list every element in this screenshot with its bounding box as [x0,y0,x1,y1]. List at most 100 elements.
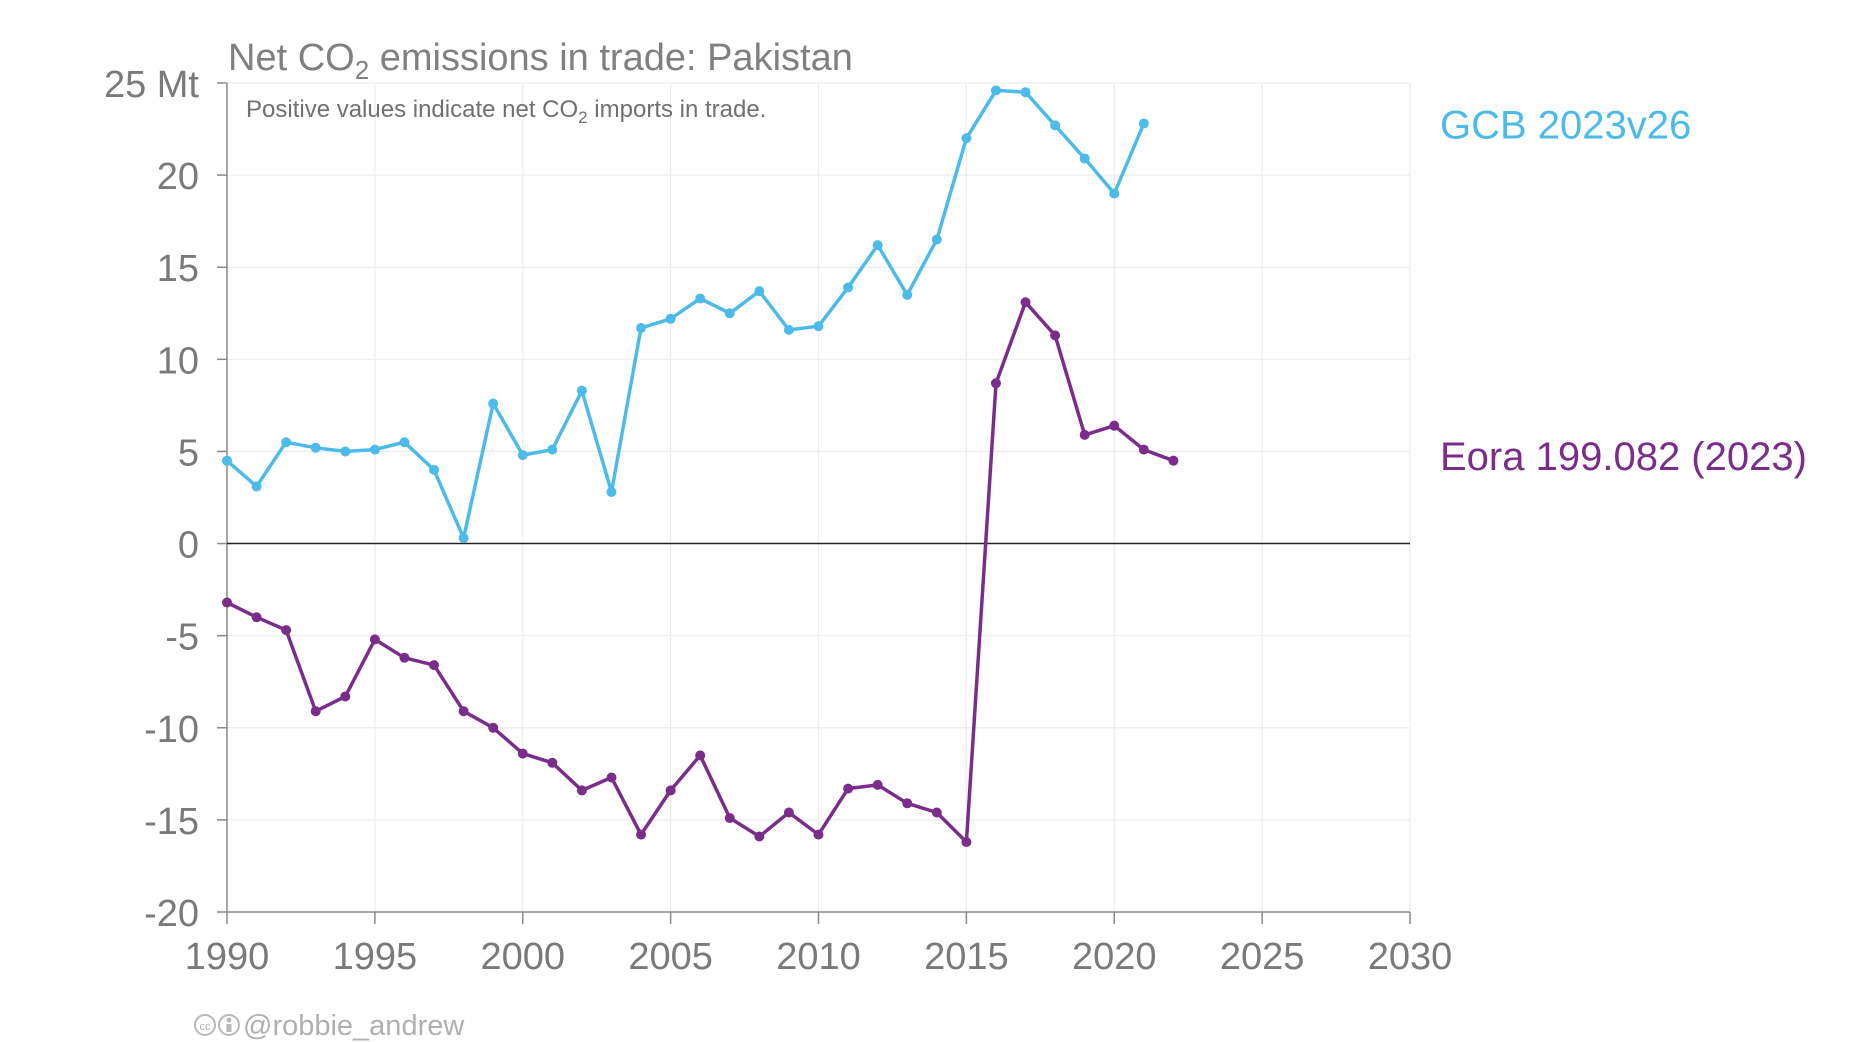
x-tick-label: 2015 [924,936,1009,978]
data-point [783,324,794,335]
data-point [1050,120,1061,131]
data-point [1138,444,1149,455]
data-point [429,464,440,475]
x-tick-label: 2000 [480,936,565,978]
data-point [340,691,351,702]
data-point [458,533,469,544]
chart-title: Net CO2 emissions in trade: Pakistan [228,37,853,85]
data-point [517,748,528,759]
x-tick-label: 1995 [333,936,418,978]
data-point [1109,420,1120,431]
x-tick-label: 2025 [1220,936,1305,978]
data-point [931,234,942,245]
data-point [872,779,883,790]
data-point [369,444,380,455]
attribution-icon-head [226,1017,232,1023]
data-point [783,807,794,818]
y-tick-label: -10 [144,709,199,751]
data-point [1138,118,1149,129]
data-point [429,660,440,671]
data-point [340,446,351,457]
credit-text: @robbie_andrew [243,1010,465,1042]
chart-subtitle: Positive values indicate net CO2 imports… [246,96,766,127]
series-label: GCB 2023v26 [1440,103,1691,147]
data-point [1020,297,1031,308]
attribution-icon-body [226,1024,232,1032]
y-tick-label: 5 [178,432,199,474]
data-point [695,750,706,761]
data-point [1050,330,1061,341]
data-point [665,313,676,324]
data-point [1168,455,1179,466]
y-tick-label: 25 Mt [104,64,199,106]
data-point [369,634,380,645]
cc-icon [194,1014,216,1036]
data-point [488,398,499,409]
series-1 [222,297,1179,847]
data-point [636,829,647,840]
data-point [961,133,972,144]
data-point [576,385,587,396]
data-point [724,813,735,824]
data-point [843,282,854,293]
y-tick-label: -20 [144,893,199,935]
y-tick-label: -5 [165,617,199,659]
data-point [517,450,528,461]
series-label: Eora 199.082 (2023) [1440,435,1807,479]
axes [217,82,1411,924]
data-point [843,783,854,794]
y-tick-label: 0 [178,525,199,567]
data-point [813,829,824,840]
data-point [931,807,942,818]
data-point [399,437,410,448]
data-point [606,772,617,783]
data-point [251,612,262,623]
data-point [399,652,410,663]
data-point [961,836,972,847]
data-point [251,481,262,492]
data-point [576,785,587,796]
data-point [813,321,824,332]
attribution-icon [218,1014,240,1036]
data-point [990,378,1001,389]
x-tick-label: 1990 [185,936,270,978]
data-point [1020,87,1031,98]
data-point [636,323,647,334]
x-tick-label: 2030 [1368,936,1453,978]
data-point [281,437,292,448]
data-point [222,597,232,608]
series [222,85,1179,847]
series-0 [222,85,1149,544]
data-point [902,289,913,300]
data-point [724,308,735,319]
y-tick-label: 15 [157,248,199,290]
data-point [458,706,469,717]
series-line [226,300,1175,844]
data-point [1079,153,1090,164]
y-tick-label: -15 [144,801,199,843]
data-point [1109,188,1120,199]
data-point [310,442,321,453]
data-point [1079,429,1090,440]
data-point [754,831,765,842]
x-tick-label: 2005 [628,936,713,978]
data-point [222,455,232,466]
cc-icon-glyph: cc [200,1021,212,1033]
data-point [872,240,883,251]
data-point [310,706,321,717]
credit: cc @robbie_andrew [194,1010,465,1042]
x-tick-label: 2010 [776,936,861,978]
data-point [488,722,499,733]
data-point [902,798,913,809]
data-point [547,757,558,768]
data-point [547,444,558,455]
x-tick-label: 2020 [1072,936,1157,978]
data-point [990,85,1001,96]
y-tick-label: 10 [157,340,199,382]
data-point [754,286,765,297]
grid [227,82,1411,913]
series-line [225,88,1146,540]
data-point [281,625,292,636]
